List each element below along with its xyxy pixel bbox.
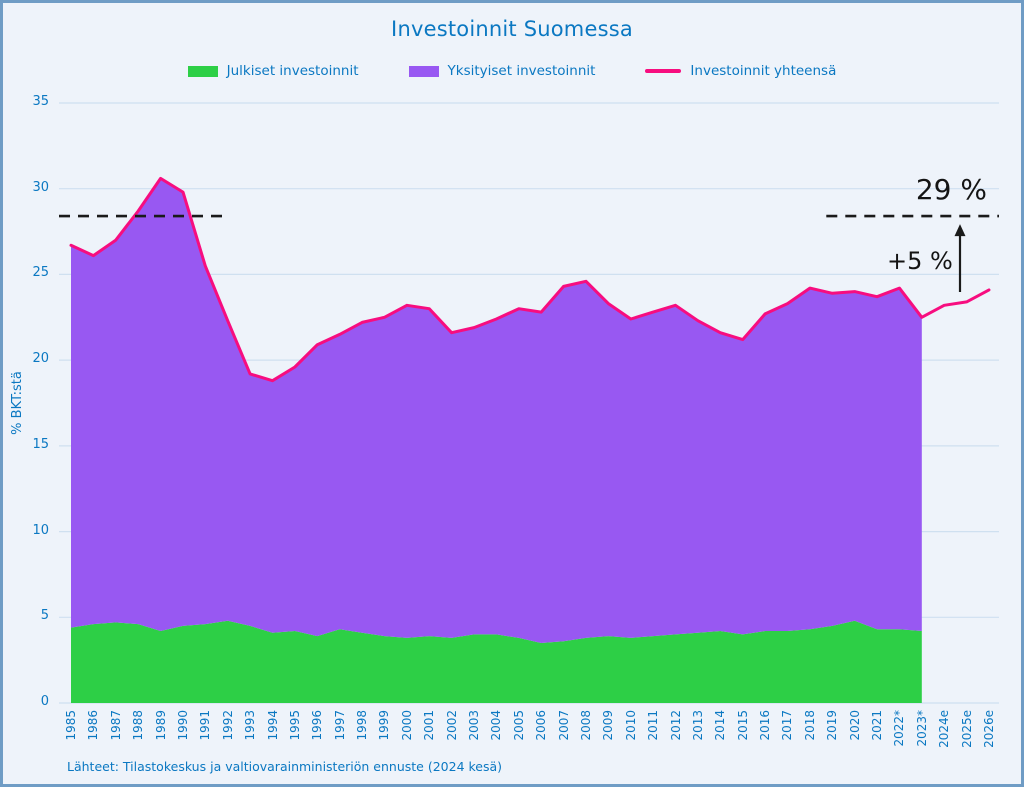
legend-label-yksityiset: Yksityiset investoinnit <box>447 63 596 79</box>
chart-title: Investoinnit Suomessa <box>391 17 633 41</box>
source-note: Lähteet: Tilastokeskus ja valtiovarainmi… <box>67 759 503 774</box>
target-annotation: 29 % <box>915 173 987 206</box>
y-axis-title: % BKT:stä <box>10 371 25 435</box>
legend-item-yksityiset: Yksityiset investoinnit <box>408 63 596 79</box>
legend-label-yhteensa: Investoinnit yhteensä <box>690 63 837 79</box>
legend-label-julkiset: Julkiset investoinnit <box>226 63 359 79</box>
area-julkiset <box>71 620 922 703</box>
legend-swatch-julkiset <box>187 65 218 77</box>
legend-swatch-yksityiset <box>408 65 439 77</box>
legend-swatch-yhteensa <box>645 69 682 73</box>
legend: Julkiset investoinnit Yksityiset investo… <box>3 63 1021 79</box>
gap-annotation: +5 % <box>887 247 953 275</box>
total-line <box>69 176 991 383</box>
legend-item-yhteensa: Investoinnit yhteensä <box>645 63 836 79</box>
gap-arrow-head <box>954 224 966 237</box>
area-yksityiset <box>71 178 922 643</box>
legend-item-julkiset: Julkiset investoinnit <box>187 63 359 79</box>
plot-area <box>59 102 999 704</box>
